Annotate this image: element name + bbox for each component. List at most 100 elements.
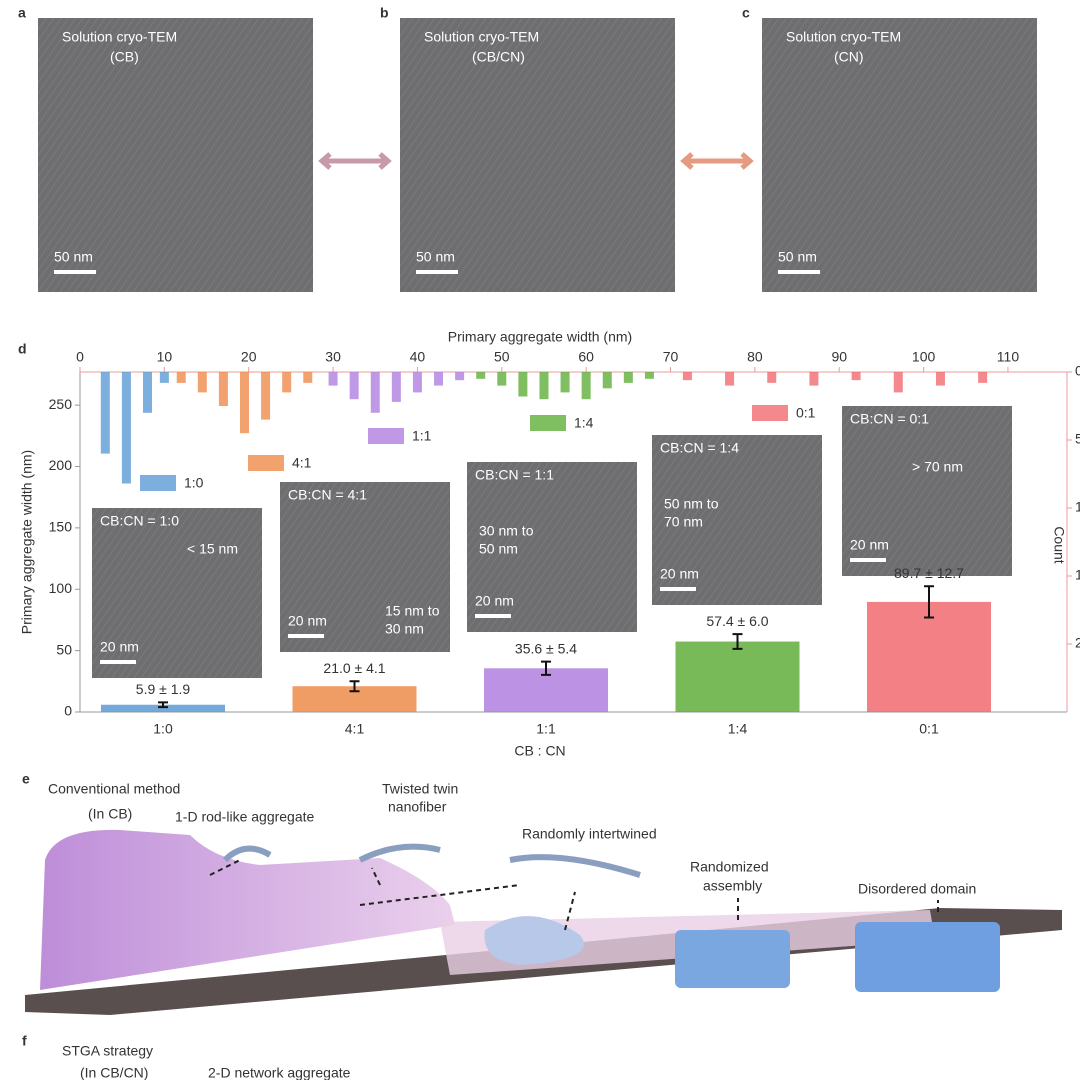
histogram-bar bbox=[303, 372, 313, 383]
intertwined-fibers bbox=[484, 916, 584, 965]
histogram-bar bbox=[455, 372, 465, 381]
x-tick-label: 0:1 bbox=[919, 721, 939, 737]
inset-ratio: CB:CN = 0:1 bbox=[850, 411, 929, 427]
top-tick-label: 20 bbox=[241, 349, 257, 365]
histogram-bar bbox=[935, 372, 945, 386]
scale-bar bbox=[416, 270, 458, 274]
illustration-label: Twisted twin bbox=[382, 781, 458, 797]
inset-scale bbox=[288, 634, 324, 638]
tem-image bbox=[400, 18, 675, 292]
inset-note: 70 nm bbox=[664, 514, 703, 530]
inset-note: < 15 nm bbox=[187, 541, 238, 557]
inset-image bbox=[467, 462, 637, 632]
histogram-bar bbox=[159, 372, 169, 383]
scale-bar bbox=[778, 270, 820, 274]
panel-letter: a bbox=[18, 5, 26, 21]
inset-image bbox=[280, 482, 450, 652]
histogram-bar bbox=[497, 372, 507, 386]
top-tick-label: 90 bbox=[831, 349, 847, 365]
leader-line bbox=[209, 859, 939, 931]
inset-scale-label: 20 nm bbox=[475, 593, 514, 609]
top-tick-label: 60 bbox=[578, 349, 594, 365]
disordered-domain bbox=[855, 922, 1000, 992]
value-label: 35.6 ± 5.4 bbox=[515, 640, 577, 656]
x-tick-label: 1:4 bbox=[728, 721, 748, 737]
top-tick-label: 70 bbox=[663, 349, 679, 365]
legend-swatch bbox=[140, 475, 176, 491]
histogram-bar bbox=[328, 372, 338, 386]
legend-swatch bbox=[530, 415, 566, 431]
histogram-bar bbox=[434, 372, 444, 386]
legend-label: 1:4 bbox=[574, 415, 594, 431]
histogram-bar bbox=[391, 372, 401, 402]
error-bar bbox=[732, 633, 743, 650]
inset-scale bbox=[850, 558, 886, 562]
legend-label: 4:1 bbox=[292, 455, 312, 471]
histogram-bar bbox=[539, 372, 549, 400]
y-tick-label: 50 bbox=[56, 641, 72, 657]
error-bar bbox=[541, 660, 551, 676]
legend-swatch bbox=[248, 455, 284, 471]
histogram-bar bbox=[476, 372, 486, 379]
y-tick-label: 250 bbox=[49, 396, 73, 412]
bar bbox=[101, 704, 225, 712]
scale-label: 50 nm bbox=[416, 249, 455, 265]
panel-subtitle: (CB) bbox=[110, 49, 139, 65]
top-tick-label: 100 bbox=[912, 349, 936, 365]
histogram-bar bbox=[261, 372, 271, 420]
y2-tick-label: 10 bbox=[1075, 499, 1080, 515]
histogram-bar bbox=[978, 372, 988, 383]
y2-axis-label: Count bbox=[1051, 526, 1067, 563]
illustration-label: Randomized bbox=[690, 859, 769, 875]
histogram-bar bbox=[100, 372, 110, 454]
y2-tick-label: 15 bbox=[1075, 567, 1080, 583]
y2-tick-label: 0 bbox=[1075, 363, 1080, 379]
histogram-bar bbox=[623, 372, 633, 383]
double-arrow bbox=[318, 152, 392, 170]
inset-scale bbox=[100, 660, 136, 664]
inset-ratio: CB:CN = 1:0 bbox=[100, 513, 179, 529]
top-tick-label: 50 bbox=[494, 349, 510, 365]
tem-image bbox=[38, 18, 313, 292]
illustration-label: STGA strategy bbox=[62, 1043, 153, 1059]
top-tick-label: 80 bbox=[747, 349, 763, 365]
inset-note: 15 nm to bbox=[385, 603, 440, 619]
tem-image bbox=[762, 18, 1037, 292]
inset-scale-label: 20 nm bbox=[288, 613, 327, 629]
legend-swatch bbox=[752, 405, 788, 421]
inset-scale-label: 20 nm bbox=[100, 639, 139, 655]
y2-tick-label: 5 bbox=[1075, 431, 1080, 447]
inset-image bbox=[842, 406, 1012, 576]
inset-image bbox=[92, 508, 262, 678]
histogram-bar bbox=[349, 372, 359, 400]
scale-label: 50 nm bbox=[778, 249, 817, 265]
histogram-bar bbox=[518, 372, 528, 397]
inset-note: 30 nm bbox=[385, 621, 424, 637]
illustration-label: nanofiber bbox=[388, 799, 447, 815]
histogram-bar bbox=[560, 372, 570, 393]
inset-scale-label: 20 nm bbox=[660, 566, 699, 582]
histogram-bar bbox=[176, 372, 186, 383]
y-tick-label: 0 bbox=[64, 703, 72, 719]
double-arrow bbox=[680, 152, 754, 170]
panel-title: Solution cryo-TEM bbox=[62, 29, 177, 45]
histogram-bar bbox=[197, 372, 207, 393]
x-axis-label: CB : CN bbox=[514, 743, 565, 759]
panel-title: Solution cryo-TEM bbox=[424, 29, 539, 45]
illustration-label: Randomly intertwined bbox=[522, 826, 657, 842]
panel-subtitle: (CN) bbox=[834, 49, 864, 65]
scale-bar bbox=[54, 270, 96, 274]
x-tick-label: 1:0 bbox=[153, 721, 173, 737]
inset-note: 30 nm to bbox=[479, 523, 534, 539]
panel-letter: d bbox=[18, 341, 27, 357]
top-tick-label: 0 bbox=[76, 349, 84, 365]
histogram-bar bbox=[644, 372, 654, 379]
histogram-bar bbox=[767, 372, 777, 383]
legend-label: 0:1 bbox=[796, 405, 816, 421]
inset-image bbox=[652, 435, 822, 605]
value-label: 5.9 ± 1.9 bbox=[136, 681, 191, 697]
histogram-bar bbox=[851, 372, 861, 381]
panel-letter: e bbox=[22, 771, 30, 787]
histogram-bar bbox=[725, 372, 735, 386]
